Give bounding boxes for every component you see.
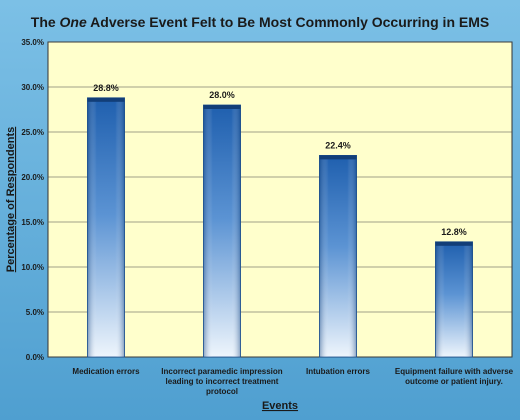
category-label: Intubation errors xyxy=(306,367,371,376)
y-tick-label: 15.0% xyxy=(21,218,44,227)
y-tick-label: 25.0% xyxy=(21,128,44,137)
bar-cap xyxy=(435,241,473,246)
y-tick-label: 5.0% xyxy=(26,308,44,317)
x-axis-title: Events xyxy=(262,400,298,412)
bar-shading xyxy=(435,241,473,357)
bar-cap xyxy=(319,155,357,160)
bars xyxy=(87,97,473,358)
y-tick-label: 0.0% xyxy=(26,353,44,362)
y-tick-label: 20.0% xyxy=(21,173,44,182)
title-part-1: The xyxy=(30,14,60,30)
gridlines xyxy=(48,41,512,358)
title-part-3: Adverse Event Felt to Be Most Commonly O… xyxy=(86,14,490,30)
category-label: Medication errors xyxy=(72,367,140,376)
category-label: Incorrect paramedic impression xyxy=(161,367,282,376)
y-tick-label: 10.0% xyxy=(21,263,44,272)
plot-area xyxy=(47,41,513,358)
data-label: 28.8% xyxy=(93,83,119,93)
category-label: outcome or patient injury. xyxy=(405,377,503,386)
category-label: protocol xyxy=(206,387,238,396)
bar-cap xyxy=(87,97,125,102)
category-label: Equipment failure with adverse xyxy=(395,367,514,376)
y-tick-label: 30.0% xyxy=(21,83,44,92)
y-tick-label: 35.0% xyxy=(21,38,44,47)
category-labels: Medication errors Incorrect paramedic imp… xyxy=(72,367,513,396)
title-emphasis: One xyxy=(59,14,87,30)
y-axis-title: Percentage of Respondents xyxy=(5,127,17,272)
data-label: 22.4% xyxy=(325,140,351,150)
bar-shading xyxy=(319,155,357,357)
data-label: 28.0% xyxy=(209,90,235,100)
bar-shading xyxy=(203,105,241,357)
chart-title: The One Adverse Event Felt to Be Most Co… xyxy=(0,14,520,30)
bar-cap xyxy=(203,105,241,109)
data-label: 12.8% xyxy=(441,227,467,237)
bar-shading xyxy=(87,97,125,358)
y-tick-labels: 0.0% 5.0% 10.0% 15.0% 20.0% 25.0% 30.0% 35.0% xyxy=(21,38,44,362)
category-label: leading to incorrect treatment xyxy=(166,377,279,386)
data-labels: 28.8% 28.0% 22.4% 12.8% xyxy=(93,83,467,237)
